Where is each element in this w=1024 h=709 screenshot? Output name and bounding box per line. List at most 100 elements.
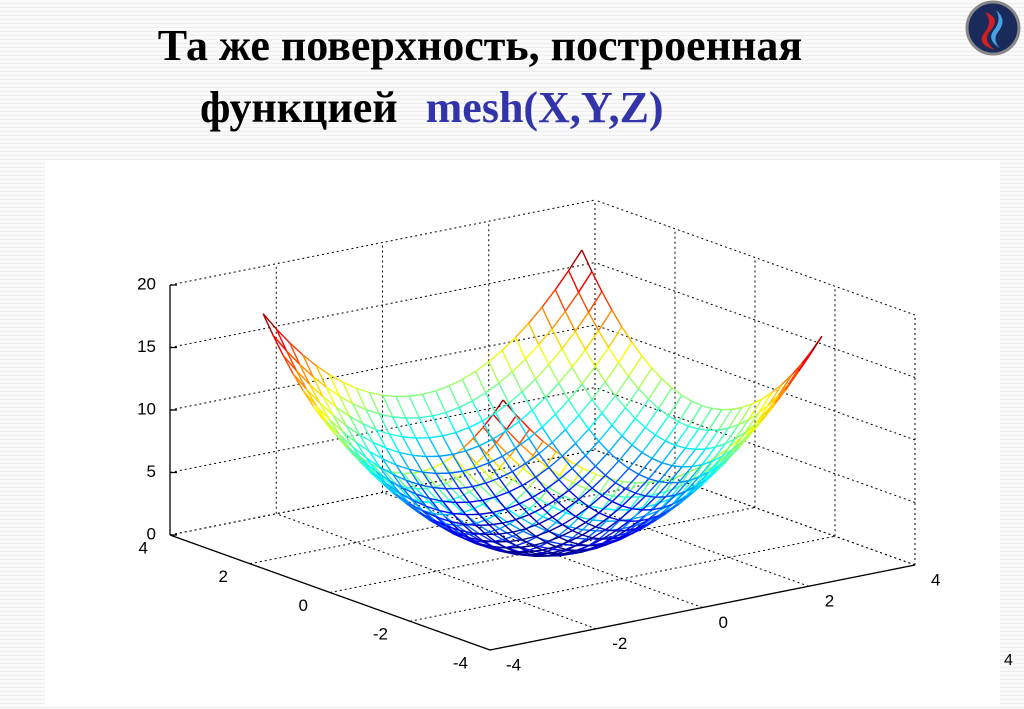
mesh-line	[442, 526, 457, 535]
mesh-line	[452, 512, 464, 525]
mesh-line	[452, 447, 464, 457]
mesh-line	[399, 492, 414, 501]
mesh-line	[655, 491, 667, 505]
mesh-line	[515, 499, 530, 510]
mesh-line	[631, 495, 646, 510]
mesh-line	[498, 533, 510, 543]
mesh-line	[728, 424, 739, 429]
mesh-line	[724, 424, 740, 445]
grid-line	[594, 262, 916, 378]
mesh-line	[545, 536, 560, 543]
grid-line	[594, 387, 916, 503]
mesh-line	[448, 472, 460, 489]
mesh-line	[661, 462, 673, 467]
mesh-line	[482, 496, 496, 501]
logo	[965, 0, 1021, 56]
mesh-line	[751, 398, 763, 405]
mesh-line	[695, 479, 706, 488]
mesh-line	[488, 524, 500, 535]
mesh-line	[651, 480, 664, 496]
mesh-line	[512, 528, 526, 533]
mesh-line	[512, 479, 527, 491]
mesh-line	[508, 391, 523, 404]
mesh-line	[741, 403, 753, 409]
mesh-line	[412, 499, 427, 507]
mesh-line	[572, 482, 587, 490]
mesh-line	[372, 441, 387, 449]
mesh-line	[355, 441, 370, 453]
mesh-line	[322, 396, 337, 408]
mesh-line	[704, 429, 720, 450]
mesh-line	[524, 358, 537, 380]
mesh-line	[728, 407, 743, 429]
mesh-line	[441, 435, 454, 455]
mesh-line	[724, 438, 736, 445]
mesh-line	[495, 412, 507, 432]
mesh-line	[685, 447, 696, 451]
mesh-line	[419, 511, 434, 521]
mesh-line	[511, 358, 526, 373]
mesh-line	[529, 498, 541, 510]
mesh-line	[594, 465, 606, 476]
mesh-line	[521, 484, 533, 498]
mesh-line	[445, 482, 461, 498]
mesh-line	[604, 381, 616, 397]
mesh-line	[595, 516, 610, 528]
mesh-line	[555, 540, 570, 548]
mesh-line	[502, 519, 516, 524]
mesh-line	[455, 432, 467, 452]
mesh-line	[542, 549, 553, 554]
mesh-line	[465, 450, 477, 469]
mesh-line	[461, 370, 476, 380]
mesh-line	[395, 493, 410, 505]
mesh-line	[335, 406, 350, 417]
mesh-line	[651, 496, 666, 511]
mesh-line	[465, 538, 480, 545]
z-tick-label: 15	[137, 337, 156, 356]
mesh-line	[332, 414, 347, 427]
mesh-line	[471, 400, 483, 422]
mesh-line	[412, 454, 424, 473]
mesh-line	[495, 491, 510, 498]
mesh-line	[678, 421, 689, 427]
mesh-line	[588, 538, 600, 546]
mesh-line	[644, 481, 660, 497]
mesh-line	[618, 508, 633, 521]
mesh-line	[492, 413, 507, 431]
mesh-line	[561, 442, 576, 457]
mesh-line	[621, 418, 636, 437]
mesh-line	[748, 398, 763, 421]
mesh-line	[694, 471, 710, 488]
mesh-line	[538, 344, 550, 366]
mesh-line	[728, 447, 740, 459]
mesh-line	[532, 516, 544, 526]
mesh-line	[661, 503, 673, 509]
mesh-line	[505, 507, 520, 518]
mesh-line	[455, 532, 470, 539]
mesh-line	[599, 492, 613, 497]
mesh-line	[621, 435, 633, 446]
mesh-line	[568, 383, 583, 401]
mesh-line	[654, 482, 670, 498]
mesh-line	[505, 508, 517, 521]
mesh-line	[578, 543, 590, 547]
mesh-line	[531, 497, 543, 509]
mesh-line	[458, 488, 470, 503]
mesh-line	[332, 414, 344, 433]
mesh-line	[634, 478, 650, 494]
mesh-line	[738, 419, 749, 426]
b-tick-label: -2	[612, 634, 627, 653]
mesh-line	[529, 545, 540, 551]
mesh-line	[611, 309, 623, 328]
mesh-line	[425, 456, 437, 474]
mesh-line	[631, 341, 643, 357]
mesh-line	[498, 371, 513, 384]
mesh-line	[484, 392, 497, 414]
mesh-line	[714, 427, 730, 448]
mesh-line	[514, 337, 527, 360]
mesh-line	[558, 479, 570, 491]
mesh-line	[525, 536, 537, 543]
mesh-line	[518, 409, 533, 423]
mesh-line	[561, 515, 576, 526]
mesh-line	[489, 522, 503, 526]
